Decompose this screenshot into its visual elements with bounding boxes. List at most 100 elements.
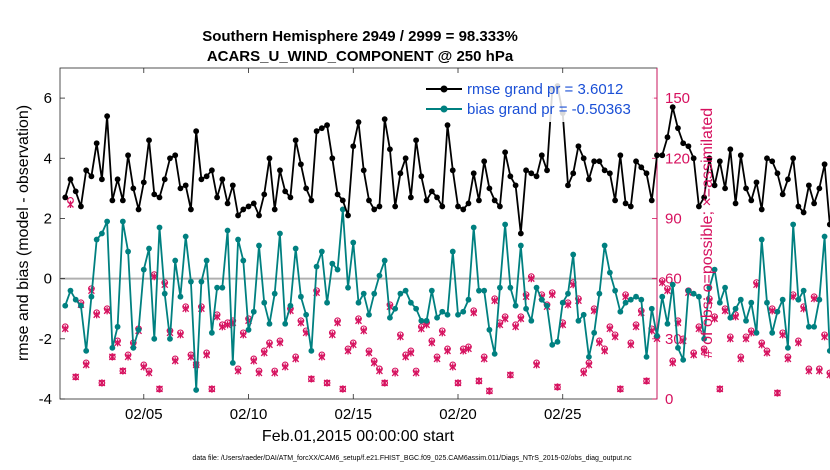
rmse-point: [387, 146, 393, 153]
bias-point: [732, 305, 739, 312]
obs-assimilated-marker: [512, 323, 520, 331]
bias-point: [753, 329, 760, 336]
bias-point: [502, 221, 509, 228]
obs-assimilated-marker: [470, 309, 478, 317]
rmse-point: [130, 185, 137, 192]
rmse-point: [125, 152, 131, 159]
bias-point: [360, 290, 367, 297]
y-tick-label-right: 60: [665, 271, 682, 288]
obs-assimilated-marker: [444, 347, 451, 355]
bias-point: [104, 218, 111, 225]
rmse-point: [502, 149, 509, 156]
bias-point: [559, 299, 566, 306]
rmse-point: [287, 194, 294, 201]
bias-point: [261, 299, 268, 306]
rmse-point: [586, 176, 592, 183]
bias-point: [366, 311, 372, 318]
bias-point: [758, 236, 765, 243]
bias-point: [544, 302, 550, 309]
bias-point: [695, 293, 702, 300]
rmse-point: [140, 179, 147, 186]
bias-point: [376, 272, 383, 279]
obs-assimilated-marker: [370, 359, 378, 367]
rmse-point: [78, 203, 84, 210]
rmse-point: [779, 191, 786, 198]
rmse-point: [512, 182, 519, 189]
y-tick-label-left: -2: [39, 331, 52, 348]
obs-assimilated-marker: [438, 329, 446, 337]
obs-assimilated-marker: [250, 357, 258, 365]
bias-point: [690, 290, 697, 297]
bias-point: [491, 350, 498, 357]
bias-point: [727, 314, 734, 321]
bias-point: [549, 341, 556, 348]
obs-assimilated-marker: [616, 385, 624, 393]
bias-point: [151, 335, 158, 342]
bias-point: [256, 242, 262, 249]
obs-assimilated-marker: [554, 383, 561, 391]
rmse-point: [282, 188, 289, 195]
rmse-point: [633, 158, 639, 165]
rmse-point: [193, 128, 200, 135]
rmse-point: [256, 212, 262, 219]
bias-point: [669, 281, 676, 288]
obs-assimilated-marker: [643, 377, 650, 385]
obs-assimilated-marker: [454, 379, 462, 387]
rmse-point: [606, 170, 613, 177]
obs-assimilated-marker: [396, 333, 404, 341]
bias-point: [271, 290, 278, 297]
bias-point: [125, 248, 131, 255]
obs-assimilated-marker: [234, 367, 242, 375]
obs-assimilated-marker: [93, 311, 101, 319]
bias-point: [355, 299, 362, 306]
rmse-point: [277, 167, 283, 174]
bias-point: [371, 290, 378, 297]
bias-point: [287, 302, 294, 309]
x-tick-label: 02/15: [334, 406, 372, 423]
rmse-point: [795, 203, 802, 210]
rmse-point: [460, 206, 467, 213]
rmse-point: [182, 182, 189, 189]
bias-point: [140, 266, 147, 273]
bias-point: [439, 308, 446, 315]
bias-point: [297, 293, 304, 300]
rmse-point: [811, 200, 818, 207]
chart-title-line2: ACARS_U_WIND_COMPONENT @ 250 hPa: [207, 48, 514, 65]
rmse-point: [261, 191, 268, 198]
bias-point: [203, 257, 210, 264]
rmse-point: [753, 179, 760, 186]
rmse-point: [266, 155, 273, 162]
y-tick-label-left: 6: [44, 90, 52, 107]
obs-assimilated-marker: [821, 333, 829, 341]
obs-assimilated-marker: [779, 331, 787, 339]
obs-assimilated-marker: [318, 353, 326, 361]
obs-assimilated-marker: [506, 371, 514, 379]
bias-point: [596, 290, 603, 297]
rmse-point: [434, 194, 440, 201]
rmse-point: [313, 128, 320, 135]
bias-point: [62, 302, 69, 309]
legend-rmse-label: rmse grand pr = 3.6012: [467, 81, 623, 98]
obs-assimilated-marker: [716, 385, 724, 393]
bias-point: [114, 323, 121, 330]
rmse-point: [638, 164, 645, 171]
obs-assimilated-marker: [805, 367, 813, 375]
legend-box: [418, 78, 654, 122]
obs-assimilated-marker: [391, 369, 399, 377]
obs-assimilated-marker: [98, 379, 106, 387]
bias-point: [565, 290, 571, 297]
obs-assimilated-marker: [266, 341, 273, 349]
obs-assimilated-marker: [297, 319, 305, 327]
rmse-point: [617, 152, 624, 159]
rmse-point: [67, 176, 74, 183]
bias-point: [434, 314, 440, 321]
rmse-point: [507, 173, 514, 180]
rmse-point: [790, 155, 797, 162]
obs-assimilated-marker: [742, 335, 750, 343]
obs-assimilated-marker: [695, 325, 703, 333]
rmse-point: [366, 197, 372, 204]
rmse-point: [465, 200, 472, 207]
rmse-point: [402, 155, 409, 162]
bias-point: [774, 308, 781, 315]
rmse-point: [580, 155, 587, 162]
